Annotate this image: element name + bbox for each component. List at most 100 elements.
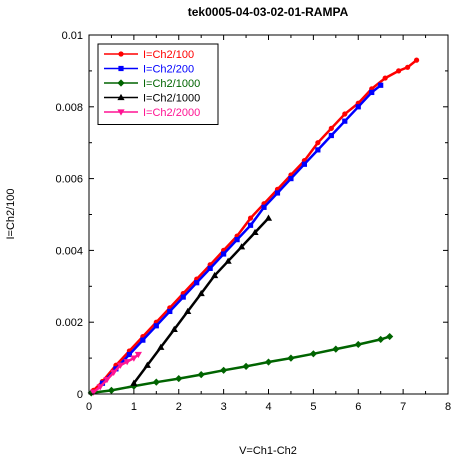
series-2-point: [309, 350, 317, 358]
series-3-point: [130, 379, 138, 386]
legend-box: [97, 43, 219, 125]
legend-label: I=Ch2/200: [143, 64, 194, 76]
x-axis-ticks: 0 1 2 3 4 5 6 7 8: [86, 35, 451, 413]
series-0-point: [247, 215, 254, 221]
series-1-point: [247, 222, 254, 228]
series-2-marks: [87, 332, 394, 397]
legend-swatch-marker: [117, 93, 125, 101]
series-1-point: [378, 82, 384, 88]
series-0-point: [405, 64, 411, 70]
legend-label: I=Ch2/1000: [143, 78, 200, 90]
series-4-point: [134, 351, 142, 359]
series-1-point: [261, 204, 267, 210]
series-2-point: [152, 378, 160, 386]
y-tick-label: 0.002: [55, 317, 83, 329]
legend-swatch-marker: [117, 79, 125, 87]
series-4-marks: [89, 351, 142, 396]
x-tick-label: 5: [310, 401, 316, 413]
x-tick-label: 2: [176, 401, 182, 413]
y-tick-label: 0.004: [55, 245, 83, 257]
data-marks: [87, 57, 420, 397]
x-axis-label: V=Ch1-Ch2: [239, 445, 297, 457]
legend: I=Ch2/100 I=Ch2/200 I=Ch2/1000 I=Ch2/1000 I=…: [97, 43, 219, 125]
series-3-point: [170, 325, 178, 332]
y-tick-label: 0: [77, 389, 83, 401]
series-1-point: [194, 280, 200, 286]
series-2-point: [220, 366, 228, 374]
series-1-point: [342, 118, 348, 124]
series-0-point: [413, 57, 420, 63]
series-3-point: [264, 214, 273, 221]
series-4-point: [96, 384, 104, 391]
series-3-point: [251, 228, 259, 236]
legend-swatch-marker: [117, 109, 125, 116]
y-tick-label: 0.008: [55, 102, 83, 114]
x-tick-label: 6: [355, 401, 361, 413]
series-1-marks: [99, 82, 384, 386]
series-3-point: [197, 289, 205, 297]
series-1-point: [355, 104, 361, 110]
series-1-point: [221, 251, 227, 257]
series-4-point: [116, 362, 125, 369]
x-tick-label: 7: [400, 401, 406, 413]
series-3-point: [184, 307, 192, 315]
series-0-point: [382, 75, 388, 81]
series-2-point: [107, 386, 116, 395]
series-3-point: [224, 257, 232, 264]
series-1-point: [167, 308, 173, 315]
series-2-point: [87, 389, 95, 397]
x-tick-label: 0: [86, 401, 92, 413]
y-axis-label: I=Ch2/100: [5, 188, 17, 239]
series-1-point: [369, 89, 375, 96]
series-1-point: [207, 265, 213, 271]
y-tick-label: 0.01: [62, 30, 83, 42]
series-3-point: [143, 361, 151, 368]
series-1-point: [180, 294, 186, 300]
series-1-point: [140, 337, 146, 343]
series-1-point: [328, 132, 334, 139]
series-1-point: [301, 161, 307, 167]
x-tick-label: 3: [221, 401, 227, 413]
series-1-point: [315, 147, 321, 153]
series-0-point: [396, 68, 402, 74]
series-3-point: [211, 271, 219, 279]
series-4-point: [123, 359, 131, 366]
legend-label: I=Ch2/1000: [143, 93, 200, 105]
series-2-point: [386, 332, 394, 341]
plot-area-frame: [88, 34, 449, 395]
series-2-point: [242, 362, 250, 370]
chart-title: tek0005-04-03-02-01-RAMPA: [188, 5, 349, 19]
series-0-point: [342, 111, 348, 117]
legend-swatch-marker: [118, 65, 124, 72]
series-4-point: [110, 369, 118, 377]
series-0-point: [328, 125, 334, 131]
x-tick-label: 1: [131, 401, 137, 413]
legend-label: I=Ch2/2000: [143, 107, 200, 119]
series-1-point: [126, 351, 132, 358]
x-tick-label: 4: [265, 401, 271, 413]
series-2-point: [197, 371, 205, 379]
x-tick-label: 8: [445, 401, 451, 413]
series-4-point: [103, 377, 111, 384]
series-3-point: [157, 343, 165, 350]
series-2-point: [332, 345, 340, 353]
y-tick-label: 0.006: [55, 174, 83, 186]
series-2-point: [175, 374, 183, 383]
series-2-point: [264, 358, 273, 366]
series-3-line: [132, 217, 270, 384]
series-2-point: [354, 340, 362, 349]
series-2-point: [377, 335, 385, 344]
series-4-point: [130, 355, 138, 362]
legend-swatch-marker: [118, 51, 124, 57]
series-1-point: [288, 176, 294, 182]
series-3-marks: [130, 214, 273, 386]
series-2-point: [287, 354, 295, 362]
series-1-point: [234, 237, 240, 243]
series-4-point: [89, 389, 98, 396]
series-1-point: [274, 190, 281, 196]
series-1-point: [153, 323, 159, 329]
series-3-point: [237, 243, 246, 250]
series-1-line: [101, 84, 382, 385]
